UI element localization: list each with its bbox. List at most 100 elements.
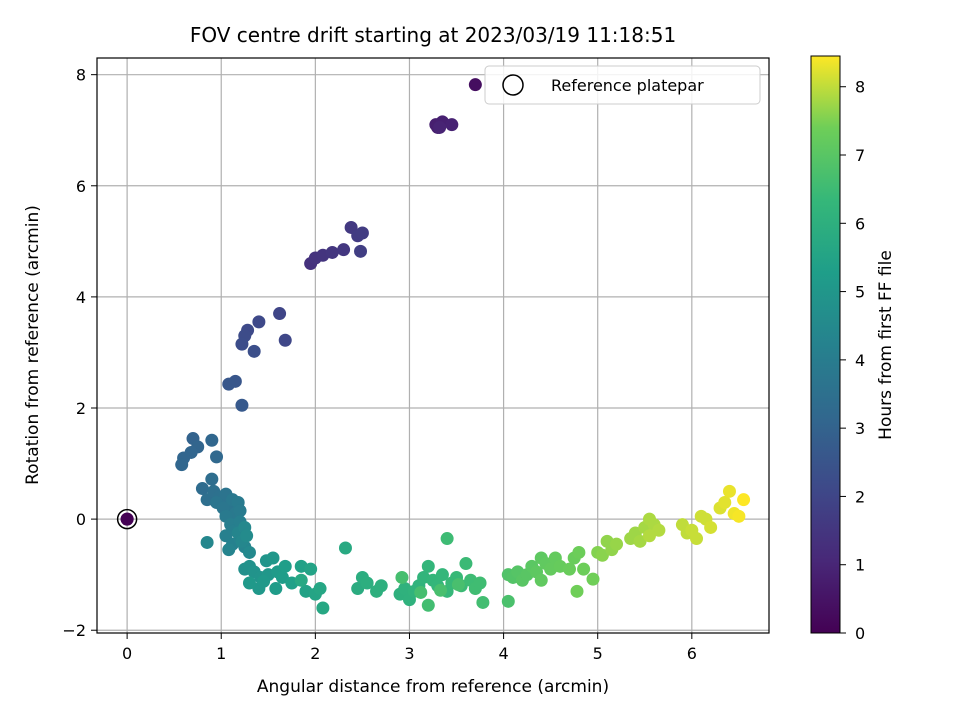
scatter-points: [120, 78, 751, 615]
y-tick-label: 2: [76, 399, 86, 418]
reference-point-fill: [120, 512, 134, 526]
data-point: [360, 576, 374, 590]
data-point: [240, 529, 254, 543]
y-tick-label: 4: [76, 288, 86, 307]
data-point: [278, 559, 292, 573]
data-point: [433, 120, 447, 134]
data-point: [476, 595, 490, 609]
data-point: [242, 576, 256, 590]
data-point: [562, 562, 576, 576]
data-point: [732, 509, 746, 523]
data-point: [577, 562, 591, 576]
data-point: [354, 244, 368, 258]
legend: Reference platepar: [484, 65, 761, 105]
data-point: [222, 377, 236, 391]
data-point: [440, 532, 454, 546]
data-point: [351, 582, 365, 596]
colorbar-tick-label: 5: [855, 283, 865, 302]
y-tick-label: 0: [76, 510, 86, 529]
colorbar-tick-label: 0: [855, 624, 865, 643]
data-point: [233, 504, 247, 518]
colorbar-tick-label: 8: [855, 78, 865, 97]
data-point: [355, 226, 369, 240]
data-point: [266, 551, 280, 565]
colorbar-tick-label: 2: [855, 487, 865, 506]
data-point: [722, 484, 736, 498]
data-point: [338, 541, 352, 555]
chart-title: FOV centre drift starting at 2023/03/19 …: [190, 23, 676, 47]
data-point: [205, 472, 219, 486]
y-tick-label: −2: [62, 621, 86, 640]
legend-box: [484, 65, 761, 105]
data-point: [210, 450, 224, 464]
data-point: [374, 579, 388, 593]
data-point: [278, 333, 292, 347]
data-point: [325, 245, 339, 259]
data-point: [175, 458, 189, 472]
data-point: [247, 344, 261, 358]
data-point: [414, 585, 428, 599]
data-point: [269, 582, 283, 596]
y-tick-label: 6: [76, 177, 86, 196]
y-axis-label: Rotation from reference (arcmin): [23, 205, 43, 485]
data-point: [572, 545, 586, 559]
x-tick-label: 6: [687, 644, 697, 663]
data-point: [252, 315, 266, 329]
data-point: [434, 583, 448, 597]
colorbar-tick-label: 3: [855, 419, 865, 438]
data-point: [275, 570, 289, 584]
y-axis-ticks: −2 0 2 4 6 8: [62, 66, 97, 640]
x-tick-label: 0: [122, 644, 132, 663]
data-point: [451, 578, 465, 592]
data-point: [586, 572, 600, 586]
data-point: [304, 562, 318, 576]
x-axis-ticks: 0 1 2 3 4 5 6: [122, 633, 697, 663]
data-point: [690, 532, 704, 546]
data-point: [242, 545, 256, 559]
data-point: [468, 78, 482, 92]
y-tick-label: 8: [76, 66, 86, 85]
data-point: [445, 118, 459, 132]
colorbar-tick-label: 6: [855, 214, 865, 233]
data-point: [534, 573, 548, 587]
colorbar-tick-label: 7: [855, 146, 865, 165]
data-point: [570, 584, 584, 598]
data-point: [421, 559, 435, 573]
data-point: [718, 495, 732, 509]
plot-frame: [96, 57, 770, 634]
data-point: [257, 574, 271, 588]
x-tick-label: 3: [404, 644, 414, 663]
data-point: [652, 523, 666, 537]
plot-area-background: [97, 58, 769, 633]
x-tick-label: 2: [310, 644, 320, 663]
x-axis-label: Angular distance from reference (arcmin): [257, 677, 609, 697]
data-point: [235, 337, 249, 351]
data-point: [316, 601, 330, 615]
data-point: [610, 537, 624, 551]
colorbar-label: Hours from first FF file: [876, 250, 896, 440]
x-tick-label: 5: [593, 644, 603, 663]
x-tick-label: 1: [216, 644, 226, 663]
reference-point-ring: [116, 508, 138, 530]
data-point: [595, 548, 609, 562]
data-point: [273, 307, 287, 321]
data-point: [642, 529, 656, 543]
data-point: [633, 534, 647, 548]
data-point: [313, 582, 327, 596]
data-point: [195, 482, 209, 496]
data-point: [200, 535, 214, 549]
data-point: [235, 398, 249, 412]
colorbar-tick-label: 1: [855, 556, 865, 575]
data-point: [473, 576, 487, 590]
data-point: [222, 543, 236, 557]
data-point: [501, 594, 515, 608]
x-tick-label: 4: [498, 644, 508, 663]
legend-entry-reference: Reference platepar: [551, 76, 704, 95]
data-point: [459, 557, 473, 571]
colorbar-tick-label: 4: [855, 351, 865, 370]
data-point: [395, 570, 409, 584]
colorbar-frame: [810, 55, 841, 634]
data-point: [205, 433, 219, 447]
data-point: [421, 598, 435, 612]
